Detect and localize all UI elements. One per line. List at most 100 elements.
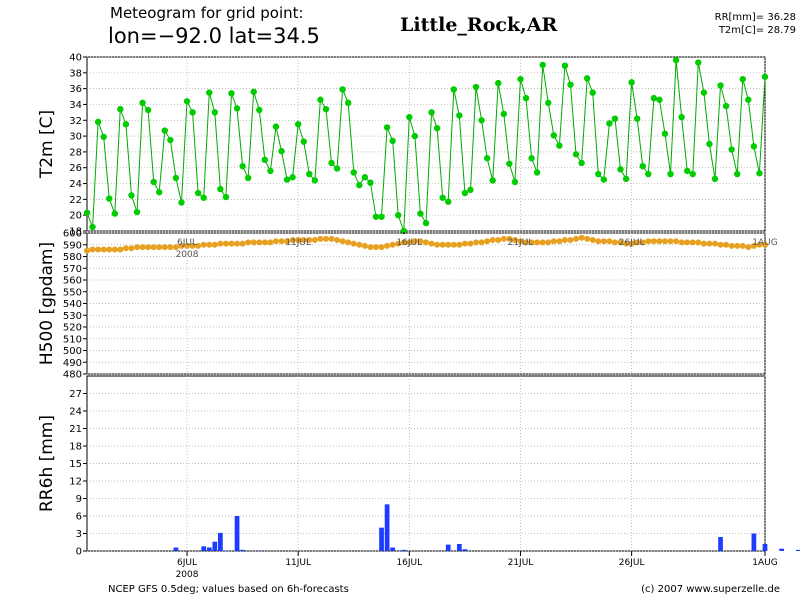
- t2m-point: [600, 176, 608, 183]
- y-tick-label: 550: [63, 287, 82, 298]
- t2m-point: [172, 174, 180, 182]
- h500-point: [278, 238, 285, 245]
- t2m-point: [256, 106, 263, 114]
- h500-point: [367, 244, 374, 251]
- h500-point: [311, 237, 318, 244]
- t2m-point: [511, 178, 519, 186]
- t2m-point: [339, 86, 346, 93]
- h500-point: [395, 240, 402, 247]
- y-tick-label: 560: [63, 276, 82, 287]
- t2m-point: [306, 170, 313, 178]
- h500-point: [606, 238, 613, 245]
- h500-point: [756, 241, 763, 248]
- t2m-point: [533, 169, 541, 176]
- h500-point: [684, 239, 691, 246]
- t2m-point: [244, 174, 252, 182]
- t2m-point: [317, 96, 324, 103]
- h500-point: [617, 239, 624, 246]
- t2m-point: [328, 159, 335, 167]
- h500-point: [650, 238, 657, 245]
- t2m-point: [111, 210, 118, 217]
- t2m-point: [456, 112, 463, 119]
- t2m-point: [506, 160, 513, 167]
- h500-point: [478, 239, 485, 246]
- h500-point: [528, 239, 535, 246]
- t2m-point: [750, 143, 758, 150]
- t2m-point: [722, 102, 730, 110]
- footer-source: NCEP GFS 0.5deg; values based on 6h-fore…: [108, 584, 349, 595]
- h500-point: [372, 244, 379, 251]
- h500-point: [217, 240, 224, 247]
- t2m-point: [483, 155, 491, 162]
- h500-point: [261, 239, 268, 246]
- y-tick-label: 18: [69, 442, 82, 453]
- rr-bar: [445, 544, 451, 551]
- rr-bar: [795, 549, 800, 551]
- t2m-point: [344, 99, 352, 107]
- h500-point: [556, 238, 563, 245]
- header-title: Meteogram for grid point:: [110, 4, 304, 22]
- x-tick-label: 6JUL: [177, 558, 197, 568]
- h500-point: [717, 241, 724, 248]
- h500-point: [439, 241, 446, 248]
- x-tick-label: 21JUL: [508, 558, 534, 568]
- t2m-point: [150, 178, 157, 186]
- y-tick-label: 6: [76, 512, 82, 523]
- header-t2m-mean: T2m[C]= 28.79: [718, 25, 796, 36]
- t2m-point: [761, 73, 769, 80]
- t2m-point: [417, 210, 424, 217]
- t2m-point: [239, 162, 246, 170]
- h500-point: [423, 239, 429, 246]
- h500-point: [711, 240, 718, 247]
- t2m-point: [411, 132, 419, 140]
- t2m-point: [706, 140, 713, 148]
- h500-point: [172, 244, 179, 251]
- y-tick-label: 480: [63, 370, 82, 381]
- t2m-point: [745, 96, 752, 103]
- h500-point: [434, 241, 441, 248]
- rr-bar: [456, 544, 462, 551]
- h500-point: [678, 239, 685, 246]
- t2m-point: [122, 121, 130, 128]
- t2m-point: [200, 194, 207, 201]
- h500-point: [745, 244, 752, 251]
- panel-0: 18 20 22 24 26 28 30 32 34 36 38 40 T2m [C]: [37, 53, 769, 238]
- h500-point: [189, 242, 196, 249]
- t2m-point: [500, 110, 508, 118]
- h500-point: [128, 245, 135, 252]
- h500-point: [156, 244, 163, 251]
- y-tick-label: 490: [63, 358, 82, 369]
- h500-point: [284, 238, 291, 245]
- t2m-point: [267, 167, 274, 175]
- h500-point: [506, 235, 513, 242]
- h500-point: [467, 240, 474, 247]
- t2m-point: [656, 96, 663, 103]
- y-tick-label: 32: [69, 116, 82, 127]
- y-tick-label: 30: [69, 132, 82, 143]
- h500-point: [734, 242, 741, 249]
- t2m-point: [422, 219, 430, 227]
- rr-bar: [240, 549, 245, 551]
- h500-point: [228, 240, 235, 247]
- header-coordinates: lon=−92.0 lat=34.5: [108, 24, 320, 48]
- h500-point: [89, 246, 96, 253]
- h500-point: [267, 239, 274, 246]
- rr-bar: [390, 547, 396, 551]
- rr-bar: [379, 527, 384, 551]
- y-axis-label: RR6h [mm]: [37, 415, 57, 512]
- y-tick-label: 590: [63, 240, 82, 251]
- t2m-point: [550, 132, 558, 139]
- t2m-point: [222, 193, 230, 201]
- t2m-point: [633, 115, 641, 122]
- h500-point: [256, 239, 263, 246]
- h500-point: [750, 242, 757, 249]
- y-tick-label: 600: [63, 229, 82, 240]
- t2m-point: [167, 136, 174, 144]
- header-city: Little_Rock,AR: [400, 14, 558, 36]
- h500-point: [567, 237, 574, 244]
- rr-bar: [384, 504, 390, 551]
- y-axis-label: T2m [C]: [37, 110, 57, 179]
- t2m-point: [595, 170, 602, 178]
- y-tick-label: 34: [69, 100, 82, 111]
